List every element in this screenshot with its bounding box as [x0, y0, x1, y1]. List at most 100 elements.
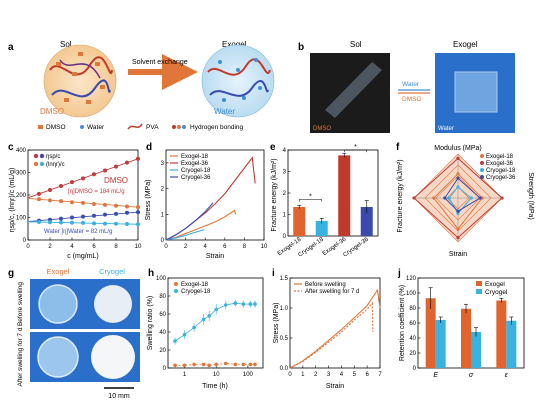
annotation-dmso-eq: [η]DMSO = 184 mL/g	[68, 189, 125, 195]
photo-water-label: Water	[438, 126, 454, 132]
g-cryogel-before-disc	[94, 285, 132, 323]
i-series-line	[289, 301, 374, 369]
radar-legend-label: Cryogel-36	[486, 175, 516, 181]
i-series-line	[289, 288, 381, 369]
h-y-tick-label: 100	[156, 276, 167, 282]
c-y-tick-label: 0	[23, 238, 27, 244]
c-data-point	[136, 156, 140, 161]
h-series-line	[175, 363, 256, 366]
j-bar	[435, 320, 446, 368]
c-data-point	[59, 220, 63, 225]
c-data-point	[114, 211, 118, 216]
c-data-point	[125, 160, 129, 165]
plot-c-xlabel: c (mg/mL)	[67, 253, 99, 260]
radar-vertex-marker	[456, 176, 460, 180]
radar-vertex-marker	[456, 185, 460, 189]
i-x-tick-label: 1	[301, 372, 305, 378]
radar-chart	[412, 153, 504, 243]
radar-vertex-marker	[456, 211, 460, 215]
h-x-tick-label: 10	[213, 372, 220, 378]
legend-c-text-2: (lnηr)/c	[46, 162, 65, 168]
d-x-tick-label: 2	[184, 244, 188, 250]
d-series-line	[165, 209, 237, 241]
i-y-tick-label: 1.0	[280, 306, 289, 312]
h-data-point	[173, 339, 177, 343]
g-cryogel-label: Cryogel	[99, 267, 125, 276]
legend-c-marker-3	[33, 161, 39, 167]
j-y-tick-label: 120	[406, 276, 417, 282]
c-data-point	[92, 202, 96, 206]
panel-b-sol-label: Sol	[350, 40, 362, 49]
e-bar	[293, 206, 306, 236]
e-y-tick-label: 3	[283, 170, 287, 176]
radar-vertex-marker	[447, 196, 451, 200]
panel-a-sol-label: Sol	[60, 40, 72, 49]
exogel-chain-blue	[209, 80, 269, 97]
c-data-point	[103, 168, 107, 173]
g-row2-label: After swelling for 7 d	[17, 327, 24, 386]
d-x-tick-label: 10	[261, 244, 268, 250]
radar-axis-fracture: Fracture energy (kJ/m²)	[397, 159, 404, 232]
panel-i: i 0 1 2 3 4 5 6 7 0.0 0.5 1.0 1.5 Stress (MPa) Stra…	[272, 268, 382, 390]
legend-dmso-icon	[38, 125, 43, 129]
j-category-label: ε	[505, 372, 509, 379]
legend-dmso-text: DMSO	[46, 124, 66, 131]
vial-shape	[325, 62, 382, 118]
d-legend-label: Cryogel-18	[181, 168, 211, 174]
j-y-tick-label: 20	[409, 351, 416, 357]
j-bar	[425, 298, 436, 368]
legend-c-marker-4	[39, 161, 45, 167]
panel-letter-b: b	[298, 42, 304, 53]
i-y-tick-label: 1.5	[280, 276, 289, 282]
radar-vertex-marker	[478, 196, 482, 200]
legend-water-text: Water	[87, 124, 105, 131]
e-category-label: Cryogel-36	[342, 236, 370, 258]
c-data-point	[59, 199, 63, 204]
radar-legend-marker	[480, 175, 484, 179]
radar-vertex-marker	[500, 196, 504, 200]
g-cryogel-after-disc	[91, 335, 135, 379]
plot-h-ylabel: Swelling ratio (%)	[147, 296, 154, 350]
plot-e-ylabel: Fracture energy (kJ/m²)	[271, 158, 278, 231]
water-molecules	[218, 58, 262, 102]
c-data-point	[114, 221, 118, 226]
j-y-tick-label: 80	[409, 306, 416, 312]
h-y-tick-label: 60	[159, 312, 166, 318]
panel-b: b Sol Exogel DMSO Water DMSO Water	[298, 40, 515, 133]
e-bar	[315, 220, 328, 236]
panel-letter-h: h	[148, 268, 154, 279]
annotation-water: Water [η]Water = 82 mL/g	[44, 229, 112, 235]
h-data-point	[223, 303, 228, 307]
e-y-tick-label: 0	[283, 234, 287, 240]
plot-d-ylabel: Stress (MPa)	[145, 180, 152, 221]
e-y-tick-label: 2	[283, 191, 287, 197]
e-y-tick-label: 1	[283, 213, 287, 219]
j-y-tick-label: 60	[409, 321, 416, 327]
h-data-point	[241, 362, 246, 367]
c-data-point	[125, 210, 129, 215]
h-data-point	[192, 325, 196, 330]
c-data-point	[136, 222, 140, 227]
dmso-molecules	[56, 52, 105, 104]
plot-i-ylabel: Stress (MPa)	[273, 303, 280, 344]
radar-vertex-marker	[480, 196, 484, 200]
j-legend-label: Exogel	[485, 281, 505, 288]
c-data-point	[92, 213, 96, 218]
j-bar	[461, 308, 471, 368]
plot-e-area: 01234Exogel-18Cryogel-18Exogel-36Cryogel…	[277, 144, 373, 258]
j-category-label: E	[433, 372, 438, 379]
e-y-tick-label: 4	[283, 148, 287, 154]
radar-vertex-marker	[443, 196, 447, 200]
i-x-tick-label: 0	[288, 372, 292, 378]
c-data-point	[59, 184, 63, 188]
e-category-label: Cryogel-18	[297, 236, 325, 258]
d-y-tick-label: 3	[161, 161, 165, 167]
c-data-point	[125, 204, 129, 209]
c-data-point	[114, 203, 118, 208]
c-data-point	[136, 210, 140, 215]
c-data-point	[103, 221, 107, 226]
panel-g: g Exogel Cryogel Before swelling After s…	[8, 267, 140, 400]
panel-letter-i: i	[272, 268, 275, 279]
